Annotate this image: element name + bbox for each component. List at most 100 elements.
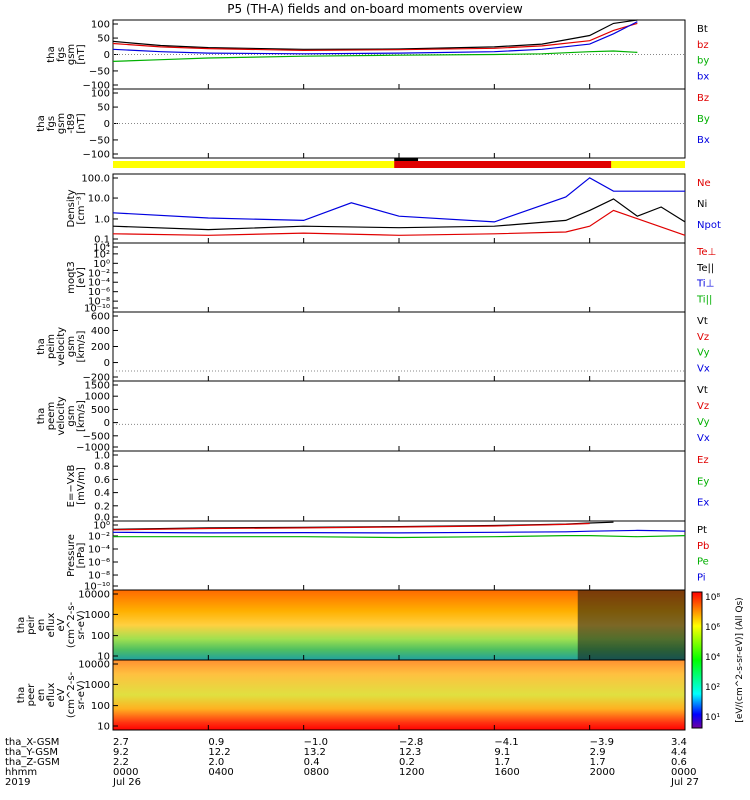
- spectrogram-electron: [113, 660, 685, 730]
- legend-Vx: Vx: [697, 433, 710, 444]
- ytick-label: 1.0: [94, 451, 110, 462]
- ephemeris-label: hhmm: [5, 767, 37, 778]
- ylabel-density: Density[cm⁻³]: [66, 189, 87, 227]
- legend-bz: bz: [697, 40, 709, 51]
- ytick-label: 0.8: [94, 462, 110, 473]
- panel-frame: [112, 173, 686, 244]
- panel-frame: [112, 450, 686, 522]
- legend-Vz: Vz: [697, 401, 709, 412]
- ephemeris-value: 3.4: [671, 737, 687, 748]
- ylabel-fgs_t89: thafgsgsm-t89[nT]: [36, 113, 87, 134]
- ytick-label: 100: [91, 20, 110, 31]
- ytick-label: 50: [97, 103, 110, 114]
- ytick-label: 500: [91, 405, 110, 416]
- ytick-label: 10⁻¹⁰: [84, 304, 110, 315]
- ephemeris-value: 2.2: [113, 757, 129, 768]
- ephemeris-value: 0400: [208, 767, 233, 778]
- ytick-label: 10⁻⁴: [88, 544, 110, 555]
- ytick-label: −50: [89, 135, 110, 146]
- legend-Ni: Ni: [697, 199, 707, 210]
- ytick-label: 1000: [85, 610, 110, 621]
- ytick-label: 10: [97, 652, 110, 663]
- ephemeris-value: 2000: [590, 767, 615, 778]
- mode-bar-fast: [394, 161, 612, 168]
- ephemeris-value: 0800: [304, 767, 329, 778]
- ephemeris-value: 2.7: [113, 737, 129, 748]
- legend-Ti⊥: Ti⊥: [696, 279, 714, 290]
- panel-frame: [112, 380, 686, 452]
- panel-peer: 10000 1000 100 10 thapeerenefluxeV(cm^2-s-sr…: [16, 659, 686, 733]
- ytick-label: 1500: [85, 381, 110, 392]
- legend-Te⊥: Te⊥: [696, 247, 716, 258]
- legend-Vt: Vt: [697, 385, 708, 396]
- legend-Ey: Ey: [697, 476, 709, 487]
- series-density-Ne: [112, 209, 686, 236]
- ylabel-peim: thapeimvelocitygsm[km/s]: [36, 327, 87, 366]
- ytick-label: 0: [104, 50, 110, 61]
- ephemeris-value: −2.8: [399, 737, 423, 748]
- ephemeris-value: 2.0: [208, 757, 224, 768]
- ytick-label: 200: [91, 342, 110, 353]
- colorbar-tick: 10⁶: [705, 623, 720, 633]
- ephemeris-value: 1.7: [590, 757, 606, 768]
- ytick-label: 0: [104, 418, 110, 429]
- ylabel-temp: moqt3[eV]: [66, 261, 87, 294]
- ytick-label: −200: [83, 373, 110, 384]
- ytick-label: 10⁰: [93, 521, 110, 532]
- legend-Vy: Vy: [697, 417, 710, 428]
- ytick-label: 1.0: [94, 214, 110, 225]
- colorbar-label: [eV/(cm^2-s-sr-eV)] (All Qs): [735, 597, 745, 722]
- ytick-label: 0: [104, 119, 110, 130]
- ylabel-pressure: Pressure[nPa]: [66, 534, 87, 577]
- ytick-label: 10⁻⁸: [88, 571, 110, 582]
- mode-bar-burst: [394, 158, 419, 161]
- panel-peim: 600 400 200 0 −200 thapeimvelocitygsm[km/s] Vt…: [36, 311, 710, 384]
- colorbar: [691, 591, 703, 729]
- ytick-label: 0.6: [94, 475, 110, 486]
- ephemeris-value: 2.9: [590, 747, 606, 758]
- series-pressure-Pb: [112, 522, 590, 531]
- ytick-label: 10⁻⁶: [88, 558, 110, 569]
- legend-Pt: Pt: [697, 525, 707, 536]
- legend-Vt: Vt: [697, 316, 708, 327]
- legend-Ex: Ex: [697, 498, 709, 509]
- series-pressure-Pi: [112, 529, 686, 534]
- plot-title: P5 (TH-A) fields and on-board moments ov…: [227, 2, 523, 16]
- colorbar-tick: 10¹: [705, 713, 720, 723]
- ytick-label: 400: [91, 326, 110, 337]
- ytick-label: 10²: [93, 249, 110, 260]
- ephemeris-value: −4.1: [494, 737, 518, 748]
- ephemeris-value: 0.2: [399, 757, 415, 768]
- legend-by: by: [697, 56, 709, 67]
- series-fgs-bz: [112, 22, 638, 52]
- ephemeris-value: 0.6: [671, 757, 687, 768]
- legend-By: By: [697, 114, 710, 125]
- panel-frame: [112, 242, 686, 313]
- ytick-label: 50: [97, 34, 110, 45]
- series-density-Npot: [112, 177, 685, 223]
- ytick-label: −500: [83, 431, 110, 442]
- ephemeris-value: 9.1: [494, 747, 510, 758]
- series-density-Ni: [112, 198, 686, 231]
- ephemeris-value: Jul 26: [112, 777, 141, 788]
- ephemeris-label: 2019: [5, 777, 30, 788]
- ytick-label: 10⁻⁶: [88, 287, 110, 298]
- colorbar-tick: 10⁸: [705, 593, 720, 603]
- panel-density: 100.0 10.0 1.0 0.1 Density[cm⁻³] Ne Ni Npot: [66, 173, 721, 246]
- ytick-label: 100: [91, 631, 110, 642]
- ytick-label: 10⁰: [93, 259, 110, 270]
- legend-Pe: Pe: [697, 557, 709, 568]
- ephemeris-value: 0000: [671, 767, 696, 778]
- legend-Bx: Bx: [697, 135, 710, 146]
- legend-bx: bx: [697, 71, 709, 82]
- series-pressure-Pe: [113, 534, 686, 539]
- ephemeris-value: 12.3: [399, 747, 421, 758]
- legend-Ez: Ez: [697, 455, 709, 466]
- legend-Npot: Npot: [697, 220, 721, 231]
- ytick-label: 10⁻⁴: [88, 278, 110, 289]
- ytick-label: −100: [83, 150, 110, 161]
- ephemeris-label: tha_X-GSM: [5, 737, 59, 748]
